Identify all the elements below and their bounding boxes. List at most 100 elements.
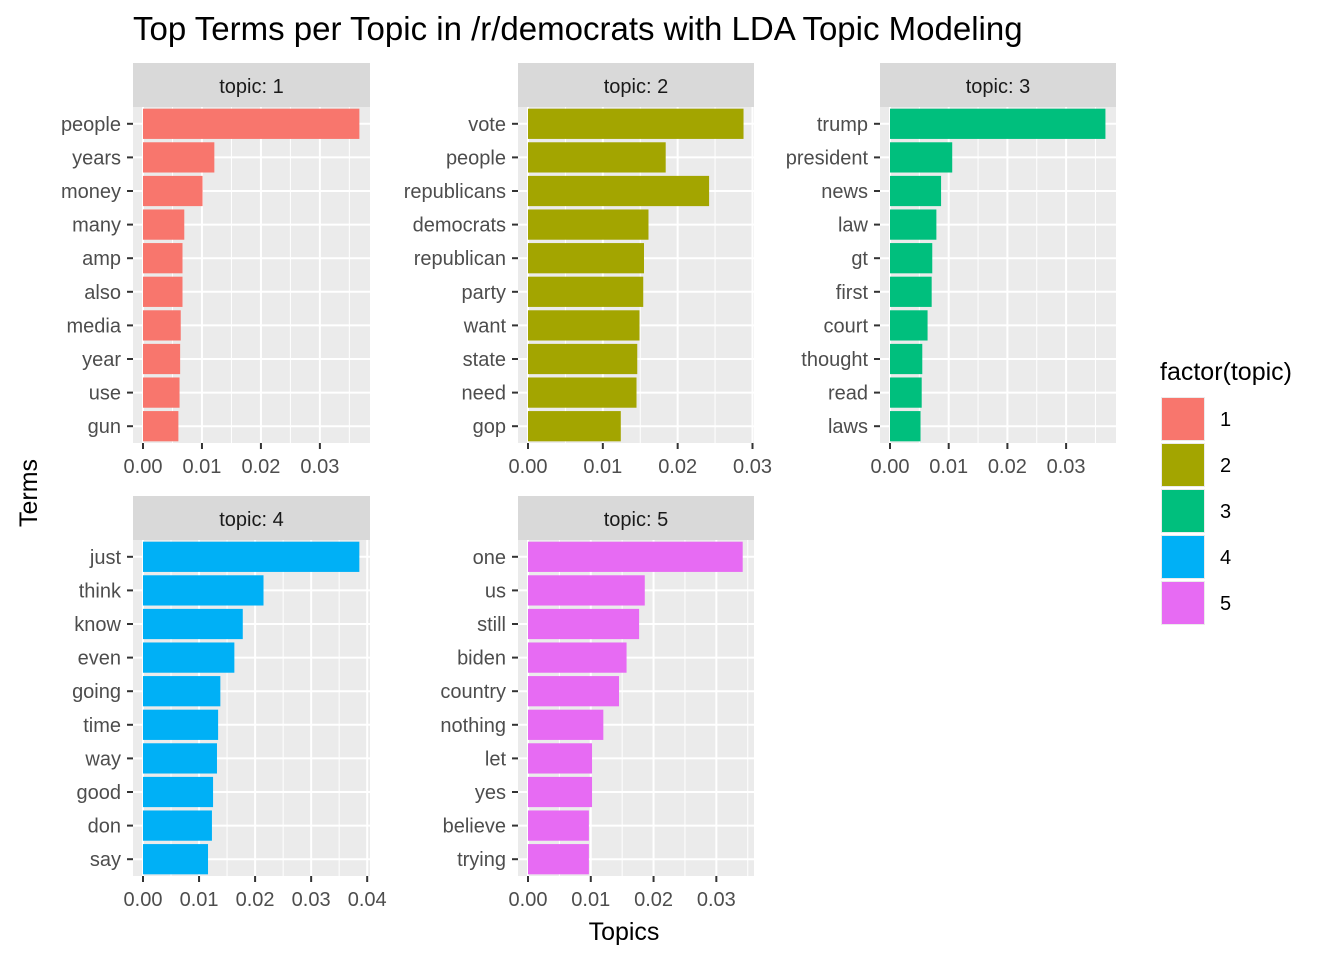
facet-panel-2: topic: 2 0.00 0.01 0.02 0.03 vote people republ… (404, 63, 772, 478)
bar-use (143, 377, 180, 408)
x-tick-label: 0.03 (697, 889, 736, 911)
y-tick-label: nothing (440, 715, 506, 737)
y-tick-label: know (74, 614, 121, 636)
y-tick-label: think (79, 580, 122, 602)
facet-strip-label: topic: 3 (966, 76, 1030, 98)
bar-one (528, 541, 743, 572)
y-tick-label: just (89, 547, 122, 569)
bar-need (528, 377, 637, 408)
bar-court (890, 310, 928, 341)
x-tick-label: 0.03 (733, 456, 772, 478)
y-tick-label: years (72, 147, 121, 169)
x-tick-label: 0.01 (180, 889, 219, 911)
facet-strip (518, 496, 754, 540)
facet-strip-label: topic: 5 (604, 509, 668, 531)
bar-law (890, 209, 937, 240)
bar-gun (143, 411, 179, 442)
bar-just (143, 541, 360, 572)
facet-strip (518, 63, 754, 107)
y-tick-label: don (88, 816, 121, 838)
y-tick-label: say (90, 849, 121, 871)
bar-gt (890, 243, 933, 274)
y-tick-label: use (89, 383, 121, 405)
y-tick-label: thought (801, 349, 868, 371)
bar-amp (143, 243, 183, 274)
y-tick-label: good (77, 782, 122, 804)
bar-nothing (528, 709, 604, 740)
x-axis-title: Topics (589, 918, 660, 946)
bar-first (890, 276, 932, 307)
y-axis-title: Terms (15, 459, 43, 527)
y-tick-label: gop (473, 416, 506, 438)
chart-title: Top Terms per Topic in /r/democrats with… (133, 10, 1023, 47)
legend-key-4 (1162, 536, 1204, 578)
bar-don (143, 810, 212, 841)
bar-year (143, 343, 181, 375)
y-tick-label: media (67, 315, 122, 337)
y-tick-label: still (477, 614, 506, 636)
y-tick-label: gun (88, 416, 121, 438)
bar-read (890, 377, 922, 408)
bar-trying (528, 844, 589, 875)
y-tick-label: gt (851, 248, 868, 270)
x-tick-label: 0.03 (1047, 456, 1086, 478)
facet-strip-label: topic: 1 (219, 76, 283, 98)
bar-good (143, 776, 214, 808)
y-tick-label: people (446, 147, 506, 169)
bar-trump (890, 108, 1106, 139)
y-tick-label: need (462, 383, 507, 405)
x-tick-label: 0.00 (124, 889, 163, 911)
bar-think (143, 575, 264, 606)
legend-label: 2 (1220, 455, 1231, 477)
facet-panel-1: topic: 1 0.00 0.01 0.02 0.03 people years money… (61, 63, 370, 478)
facet-panel-5: topic: 5 0.00 0.01 0.02 0.03 one us still biden c… (440, 496, 754, 911)
y-tick-label: republican (414, 248, 506, 270)
bar-want (528, 310, 640, 341)
legend-label: 3 (1220, 501, 1231, 523)
y-tick-label: trump (817, 114, 868, 136)
facet-panel-4: topic: 4 0.00 0.01 0.02 0.03 0.04 just think kno… (72, 496, 387, 911)
bar-say (143, 844, 209, 875)
x-tick-label: 0.03 (292, 889, 331, 911)
bar-money (143, 175, 203, 207)
y-tick-label: democrats (413, 215, 506, 237)
x-tick-label: 0.01 (571, 889, 610, 911)
y-tick-label: trying (457, 849, 506, 871)
x-tick-label: 0.01 (182, 456, 221, 478)
y-tick-label: vote (468, 114, 506, 136)
bar-biden (528, 642, 627, 673)
legend-key-2 (1162, 444, 1204, 486)
bar-president (890, 142, 953, 173)
legend-title: factor(topic) (1160, 358, 1292, 386)
y-tick-label: even (78, 648, 121, 670)
y-tick-label: court (824, 315, 869, 337)
legend: factor(topic) 1 2 3 4 5 (1160, 358, 1292, 625)
bar-going (143, 676, 221, 707)
bar-many (143, 209, 185, 240)
y-tick-label: year (82, 349, 121, 371)
bar-even (143, 642, 235, 673)
y-tick-label: party (462, 282, 506, 304)
bar-party (528, 276, 644, 307)
x-tick-label: 0.02 (241, 456, 280, 478)
y-tick-label: biden (457, 648, 506, 670)
bar-people (528, 142, 666, 173)
legend-key-1 (1162, 398, 1204, 440)
y-tick-label: republicans (404, 181, 506, 203)
bar-people (143, 108, 360, 139)
bar-country (528, 676, 620, 707)
facet-strip (133, 63, 370, 107)
y-tick-label: people (61, 114, 121, 136)
facet-strip (880, 63, 1116, 107)
y-tick-label: also (84, 282, 121, 304)
y-tick-label: time (83, 715, 121, 737)
bar-time (143, 709, 219, 740)
legend-key-5 (1162, 582, 1204, 624)
bar-vote (528, 108, 744, 139)
y-tick-label: us (485, 580, 506, 602)
y-tick-label: money (61, 181, 121, 203)
bar-thought (890, 343, 923, 375)
y-tick-label: many (72, 215, 121, 237)
x-tick-label: 0.02 (634, 889, 673, 911)
